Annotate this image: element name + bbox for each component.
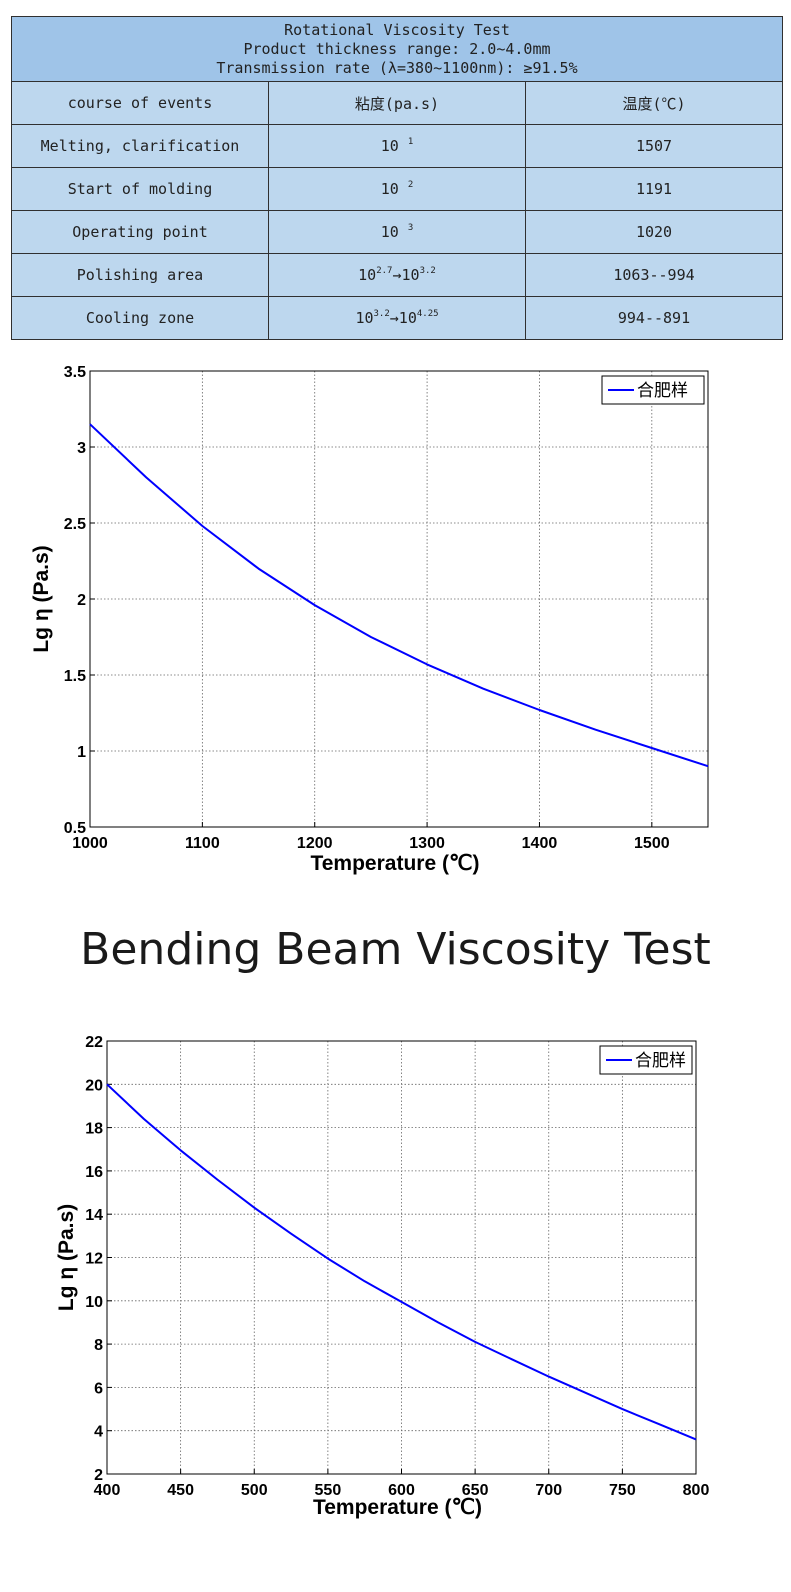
viscosity-base: 10 [380,223,399,241]
temperature-cell: 1191 [525,167,783,211]
viscosity-to-base: →10 [392,266,420,284]
viscosity-base: 10 [355,309,374,327]
rotational-viscosity-chart: 1000 1100 1200 1300 1400 1500 0.5 1 1.5 2 2.5 3 3.5 T… [0,340,791,900]
event-cell: Melting, clarification [11,124,269,168]
y-tick-label: 12 [85,1251,103,1268]
x-axis-label: Temperature (℃) [310,852,479,875]
y-tick-label: 18 [85,1121,103,1138]
legend-label: 合肥样 [635,1051,686,1071]
viscosity-exponent: 2 [407,180,414,190]
y-tick-label: 0.5 [64,820,86,837]
y-tick-label: 2 [94,1467,103,1484]
viscosity-exponent: 3 [407,223,414,233]
y-tick-label: 16 [85,1164,103,1181]
temperature-cell: 994--891 [525,296,783,340]
viscosity-cell: 10 2 [268,167,526,211]
y-tick-label: 14 [85,1207,103,1224]
y-axis-label: Lg η (Pa.s) [55,1204,78,1311]
x-tick-label: 800 [683,1482,710,1499]
x-tick-label: 450 [167,1482,194,1499]
column-header-row: course of events 粘度(pa.s) 温度(℃) [11,81,783,125]
x-tick-label: 400 [94,1482,121,1499]
event-cell: Polishing area [11,253,269,297]
table-row: Start of molding 10 2 1191 [11,167,783,211]
y-tick-label: 1.5 [64,668,86,685]
table-row: Polishing area 102.7→103.2 1063--994 [11,253,783,297]
table-header: Rotational Viscosity Test Product thickn… [11,16,783,82]
y-tick-label: 20 [85,1077,103,1094]
x-tick-label: 650 [462,1482,489,1499]
viscosity-to-exponent: 4.25 [416,309,439,319]
column-header-temperature: 温度(℃) [525,81,783,125]
x-tick-label: 600 [388,1482,415,1499]
x-tick-label: 1300 [409,835,445,852]
rotational-viscosity-chart-svg: 1000 1100 1200 1300 1400 1500 0.5 1 1.5 2 2.5 3 3.5 T… [30,364,709,875]
x-tick-label: 550 [315,1482,342,1499]
bending-beam-viscosity-chart: 400 450 500 550 600 650 700 750 800 2 4 6 8 10 12 14 16 1… [0,1010,791,1580]
viscosity-cell: 10 3 [268,210,526,254]
viscosity-exponent: 3.2 [373,309,390,319]
column-header-viscosity: 粘度(pa.s) [268,81,526,125]
viscosity-cell: 10 1 [268,124,526,168]
temperature-cell: 1063--994 [525,253,783,297]
section-title: Bending Beam Viscosity Test [80,924,711,975]
y-tick-label: 8 [94,1337,103,1354]
viscosity-spec-table: Rotational Viscosity Test Product thickn… [11,16,783,340]
table-row: Operating point 10 3 1020 [11,210,783,254]
y-tick-label: 6 [94,1380,103,1397]
x-tick-label: 700 [535,1482,562,1499]
y-tick-label: 4 [94,1424,103,1441]
bending-beam-viscosity-chart-svg: 400 450 500 550 600 650 700 750 800 2 4 6 8 10 12 14 16 1… [55,1034,710,1519]
temperature-cell: 1020 [525,210,783,254]
x-tick-label: 1400 [522,835,558,852]
y-tick-label: 22 [85,1034,103,1051]
temperature-cell: 1507 [525,124,783,168]
viscosity-to-base: →10 [389,309,417,327]
x-tick-label: 500 [241,1482,268,1499]
series-line [106,1083,697,1441]
y-tick-label: 1 [77,744,86,761]
viscosity-to-exponent: 3.2 [419,266,436,276]
x-tick-label: 1100 [185,835,220,852]
transmission-rate: Transmission rate (λ=380~1100nm): ≥91.5% [216,58,578,77]
event-cell: Operating point [11,210,269,254]
viscosity-cell: 103.2→104.25 [268,296,526,340]
x-tick-label: 750 [609,1482,636,1499]
viscosity-exponent: 2.7 [376,266,393,276]
y-tick-label: 10 [85,1294,103,1311]
y-axis-label: Lg η (Pa.s) [30,545,53,652]
legend-label: 合肥样 [637,381,688,401]
x-tick-label: 1200 [297,835,333,852]
event-cell: Cooling zone [11,296,269,340]
event-cell: Start of molding [11,167,269,211]
y-tick-label: 3.5 [64,364,86,381]
x-tick-label: 1000 [72,835,108,852]
series-line [89,423,709,768]
y-tick-label: 2.5 [64,516,86,533]
y-tick-label: 3 [77,440,86,457]
x-axis-label: Temperature (℃) [313,1496,482,1519]
table-row: Melting, clarification 10 1 1507 [11,124,783,168]
viscosity-base: 10 [380,180,399,198]
y-tick-label: 2 [77,592,86,609]
column-header-event: course of events [11,81,269,125]
viscosity-base: 10 [358,266,377,284]
viscosity-exponent: 1 [407,137,414,147]
thickness-range: Product thickness range: 2.0~4.0mm [243,39,551,58]
x-tick-label: 1500 [634,835,670,852]
table-title: Rotational Viscosity Test [284,20,510,39]
table-row: Cooling zone 103.2→104.25 994--891 [11,296,783,340]
viscosity-base: 10 [380,137,399,155]
viscosity-cell: 102.7→103.2 [268,253,526,297]
